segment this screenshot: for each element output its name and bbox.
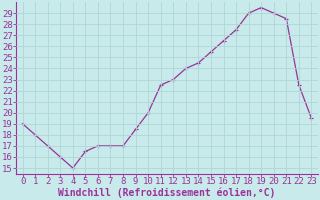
X-axis label: Windchill (Refroidissement éolien,°C): Windchill (Refroidissement éolien,°C) xyxy=(58,187,276,198)
